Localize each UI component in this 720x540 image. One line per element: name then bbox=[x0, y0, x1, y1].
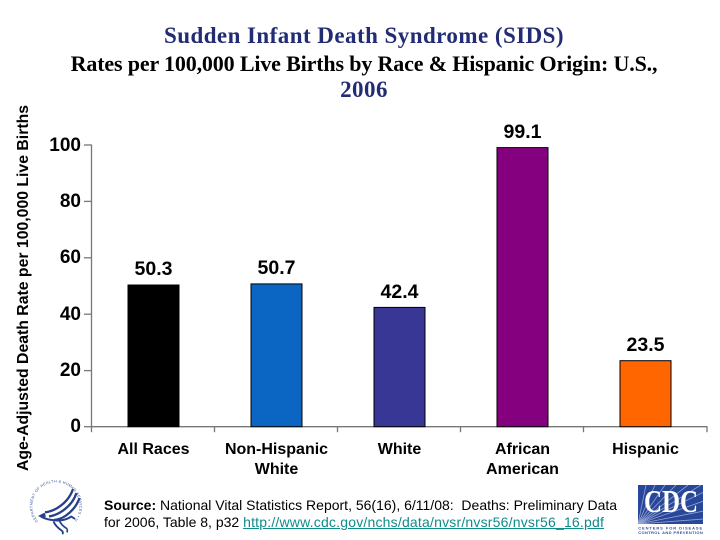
svg-text:CENTERS FOR DISEASE: CENTERS FOR DISEASE bbox=[638, 525, 702, 530]
svg-text:CONTROL AND PREVENTION: CONTROL AND PREVENTION bbox=[638, 530, 703, 535]
svg-text:CDC: CDC bbox=[644, 485, 698, 519]
